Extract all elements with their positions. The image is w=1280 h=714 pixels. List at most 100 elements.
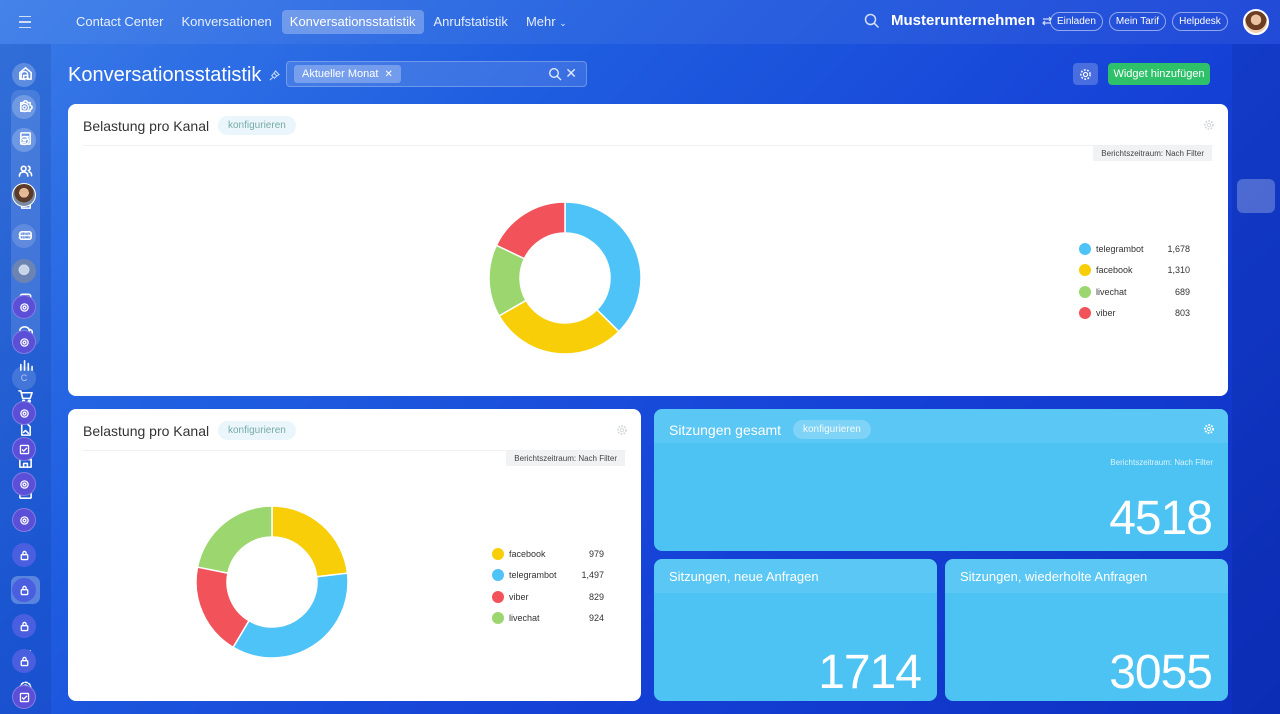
tab-contact-center[interactable]: Contact Center [76,14,164,29]
clear-filter-icon[interactable]: ✕ [565,65,577,81]
tab-conversation-statistics[interactable]: Konversationsstatistik [281,10,424,34]
configure-button[interactable]: konfigurieren [793,420,871,439]
main-nav: Contact Center Konversationen Konversati… [68,10,575,34]
contact-initials-sd[interactable]: SD [12,224,36,248]
gear-icon [1080,68,1091,80]
donut-slice-telegrambot[interactable] [564,202,641,333]
donut-slice-livechat[interactable] [196,506,273,575]
widget-gear-icon[interactable] [616,424,628,436]
selected-contact-highlight [1237,179,1275,213]
top-bar: Contact Center Konversationen Konversati… [0,0,1280,44]
donut-slice-facebook[interactable] [498,299,620,354]
lock-icon[interactable] [12,649,36,673]
widget-header [654,559,937,593]
legend-value: 1,310 [1167,265,1190,276]
legend-label: facebook [1096,265,1133,276]
openline-icon[interactable] [12,508,36,532]
filter-tag[interactable]: Aktueller Monat ✕ [294,65,401,83]
widget-header [654,409,1228,443]
puzzle-icon [19,99,33,112]
widget-title: Belastung pro Kanal [83,423,210,439]
legend-item-livechat[interactable]: livechat 689 [1079,281,1190,303]
legend-value: 924 [588,613,604,624]
tasks-icon[interactable] [12,437,36,461]
legend-value: 1,678 [1167,243,1190,254]
contacts-icon [18,164,32,177]
legend-item-facebook[interactable]: facebook 979 [492,543,604,565]
contact-avatar-2[interactable] [12,259,36,283]
chart-legend: telegrambot 1,678 facebook 1,310 livechat 689… [1079,238,1190,324]
legend-color-dot [492,590,504,603]
widget-header [945,559,1228,593]
legend-color-dot [1079,285,1091,298]
menu-icon[interactable] [12,10,38,34]
donut-chart [196,506,348,658]
legend-color-dot [492,612,504,625]
filter-search-icon[interactable] [548,67,562,81]
legend-item-facebook[interactable]: facebook 1,310 [1079,260,1190,282]
left-sidebar [0,44,51,714]
period-label: Berichtszeitraum: Nach Filter [1093,146,1212,161]
openline-icon[interactable] [12,472,36,496]
legend-label: livechat [1096,286,1127,297]
sessions-new-value: 1714 [818,646,922,699]
openline-icon[interactable] [12,401,36,425]
filter-bar[interactable]: Aktueller Monat ✕ ✕ [286,61,587,87]
period-label: Berichtszeitraum: Nach Filter [506,451,625,466]
add-widget-button[interactable]: Widget hinzufügen [1108,63,1210,85]
tab-more[interactable]: Mehr ⌄ [518,10,575,34]
lock-icon[interactable] [12,578,36,602]
legend-item-viber[interactable]: viber 803 [1079,303,1190,325]
sidebar-item-card[interactable] [14,224,36,246]
pin-icon[interactable] [269,69,281,81]
donut-slice-facebook[interactable] [271,506,348,578]
sidebar-item-puzzle[interactable] [14,94,36,116]
openline-icon[interactable] [12,295,36,319]
company-selector[interactable]: Musterunternehmen [891,11,1053,31]
lock-icon[interactable] [12,614,36,638]
widget-gear-icon[interactable] [1203,119,1215,131]
widget-gear-icon[interactable] [1203,423,1215,435]
legend-item-livechat[interactable]: livechat 924 [492,608,604,630]
legend-color-dot [492,547,504,560]
donut-slice-telegrambot[interactable] [232,572,348,658]
lock-icon[interactable] [12,543,36,567]
page-settings-button[interactable] [1073,63,1098,85]
divider [83,450,626,451]
openline-icon[interactable] [12,330,36,354]
configure-button[interactable]: konfigurieren [218,116,296,135]
filter-tag-label: Aktueller Monat [302,68,379,80]
donut-slice-viber[interactable] [495,202,566,260]
page-title-wrap: Konversationsstatistik [68,63,281,87]
bell-icon[interactable] [12,63,36,87]
remove-tag-icon[interactable]: ✕ [384,69,393,80]
connect-icon[interactable] [12,95,36,119]
donut-slice-viber[interactable] [196,566,251,649]
contact-initials-c[interactable]: C [12,366,36,390]
sessions-total-value: 4518 [1109,492,1213,545]
legend-item-telegrambot[interactable]: telegrambot 1,678 [1079,238,1190,260]
chart-legend: facebook 979 telegrambot 1,497 viber 829 livec… [492,543,604,629]
sidebar-item-chart[interactable] [14,353,36,375]
tab-conversations[interactable]: Konversationen [181,14,272,29]
tasks-icon[interactable] [12,685,36,709]
helpdesk-button[interactable]: Helpdesk [1172,12,1228,31]
widget-load-per-channel-1: Belastung pro Kanal konfigurieren Berich… [68,104,1228,396]
configure-button[interactable]: konfigurieren [218,421,296,440]
invite-button[interactable]: Einladen [1050,12,1103,31]
divider [83,145,1213,146]
contact-avatar[interactable] [12,183,36,207]
widget-title: Sitzungen, wiederholte Anfragen [960,569,1148,584]
legend-value: 829 [588,591,604,602]
widget-sessions-repeat: Sitzungen, wiederholte Anfragen 3055 [945,559,1228,701]
sidebar-item-contacts[interactable] [14,159,36,181]
legend-item-viber[interactable]: viber 829 [492,586,604,608]
my-plan-button[interactable]: Mein Tarif [1108,12,1167,31]
user-avatar[interactable] [1243,9,1269,35]
search-icon[interactable] [863,12,881,30]
legend-color-dot [492,569,504,582]
legend-item-telegrambot[interactable]: telegrambot 1,497 [492,565,604,587]
tab-call-statistics[interactable]: Anrufstatistik [433,14,508,29]
support-icon[interactable] [12,128,36,152]
legend-value: 803 [1174,308,1190,319]
